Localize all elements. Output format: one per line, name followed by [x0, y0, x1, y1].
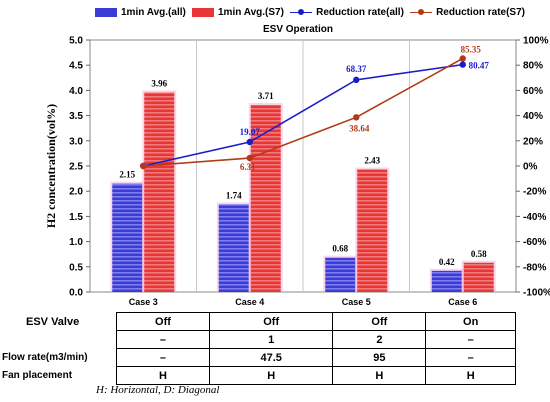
legend-swatch-line-all: [290, 8, 313, 17]
table-cell: 2: [332, 330, 427, 349]
series-line: [143, 57, 464, 167]
bar: [144, 92, 175, 292]
legend-swatch-bar-all: [95, 7, 117, 17]
legend-swatch-line-s7: [410, 8, 433, 17]
y-tick-label: 3.0: [69, 136, 83, 147]
legend-label-line-all: Reduction rate(all): [316, 6, 404, 18]
bar-value-label: 2.15: [119, 170, 135, 180]
y-tick-label: 1.5: [69, 212, 83, 223]
table-cell: On: [425, 312, 516, 331]
table-cell: –: [116, 348, 210, 367]
y-tick-label: 4.5: [69, 61, 83, 72]
bar-value-label: 0.42: [439, 257, 455, 267]
row-header: [0, 331, 117, 349]
y-tick-label: 5.0: [69, 36, 83, 47]
line-point: [246, 154, 253, 162]
table-cell: Off: [332, 312, 427, 331]
bar: [112, 183, 143, 292]
table-row: Flow rate(m3/min) – 47.5 95 –: [0, 348, 516, 367]
bar-value-label: 1.74: [226, 190, 242, 200]
y2-tick-label: -80%: [523, 262, 546, 273]
y-tick-label: 0.5: [69, 262, 83, 273]
row-header: ESV Valve: [26, 315, 80, 328]
bar-value-label: 3.71: [258, 91, 274, 101]
line-point: [459, 61, 466, 68]
legend-label-bar-all: 1min Avg.(all): [121, 6, 186, 18]
table-cell: –: [425, 348, 516, 367]
y2-tick-label: 60%: [523, 86, 543, 97]
legend-label-line-s7: Reduction rate(S7): [436, 6, 525, 18]
table-cell: Off: [208, 312, 334, 331]
table-cell: –: [425, 330, 516, 349]
conditions-table: ESV Valve Off Off Off On – 1 2 – Flow ra…: [0, 312, 516, 385]
y-tick-label: 2.5: [69, 162, 83, 173]
x-tick-label: Case 3: [129, 297, 158, 307]
y2-tick-label: -60%: [523, 237, 546, 248]
chart-legend: 1min Avg.(all) 1min Avg.(S7) Reduction r…: [95, 5, 525, 19]
chart-title: ESV Operation: [262, 24, 333, 35]
bar: [463, 262, 494, 292]
y2-tick-label: -40%: [523, 212, 546, 223]
table-cell: –: [116, 330, 210, 349]
table-cell: Off: [116, 312, 210, 331]
y2-tick-label: -20%: [523, 187, 546, 198]
bar: [431, 270, 462, 292]
line-value-label: 19.07: [240, 127, 261, 137]
table-cell: H: [425, 366, 516, 385]
bar: [250, 105, 281, 293]
table-row: Fan placement H H H H: [0, 366, 516, 385]
y-axis-label: H2 concentration(vol%): [44, 104, 58, 228]
x-tick-label: Case 6: [448, 297, 477, 307]
footnote: H: Horizontal, D: Diagonal: [96, 384, 220, 396]
bar: [218, 204, 249, 292]
x-tick-label: Case 4: [235, 297, 264, 307]
table-cell: 95: [332, 348, 427, 367]
y-tick-label: 1.0: [69, 237, 83, 248]
y-tick-label: 0.0: [69, 288, 83, 299]
row-header: Flow rate(m3/min): [2, 352, 88, 363]
legend-label-bar-s7: 1min Avg.(S7): [218, 6, 284, 18]
y2-tick-label: -100%: [523, 288, 550, 299]
y-tick-label: 4.0: [69, 86, 83, 97]
line-value-label: 80.47: [469, 61, 490, 71]
table-row: – 1 2 –: [0, 330, 516, 349]
y2-tick-label: 100%: [523, 36, 549, 47]
line-point: [246, 138, 253, 146]
line-value-label: 68.37: [346, 64, 367, 74]
legend-swatch-bar-s7: [192, 7, 214, 17]
line-point: [140, 162, 147, 170]
line-value-label: 6.31: [240, 162, 256, 172]
y2-tick-label: 0%: [523, 162, 538, 173]
bar: [325, 257, 356, 292]
bar: [357, 169, 388, 292]
bar-value-label: 0.68: [332, 244, 348, 254]
series-line: [143, 63, 463, 167]
x-tick-label: Case 5: [342, 297, 371, 307]
legend-item-bar-s7: 1min Avg.(S7): [192, 7, 284, 18]
table-cell: 47.5: [208, 348, 334, 367]
line-point: [353, 114, 360, 121]
line-point: [353, 76, 360, 84]
table-cell: H: [116, 366, 210, 385]
bar-value-label: 0.58: [471, 249, 487, 259]
legend-item-bar-all: 1min Avg.(all): [95, 7, 186, 18]
line-value-label: 38.64: [349, 123, 370, 133]
legend-item-line-s7: Reduction rate(S7): [410, 7, 525, 18]
y-tick-label: 3.5: [69, 111, 83, 122]
bar-value-label: 2.43: [364, 156, 380, 166]
line-value-label: 85.35: [461, 44, 482, 54]
y2-tick-label: 40%: [523, 111, 543, 122]
chart-area: 0.0 0.5 1.0 1.5 2.0 2.5 3.0 3.5 4.0 4.5 5.0 -100% -8…: [44, 36, 550, 308]
table-cell: H: [208, 366, 334, 385]
table-row: ESV Valve Off Off Off On: [0, 312, 516, 331]
table-cell: 1: [208, 330, 334, 349]
legend-item-line-all: Reduction rate(all): [290, 7, 404, 18]
table-cell: H: [332, 366, 427, 385]
y2-tick-label: 80%: [523, 61, 543, 72]
y2-tick-label: 20%: [523, 136, 543, 147]
line-point: [459, 55, 466, 62]
row-header: Fan placement: [2, 370, 73, 381]
bar-value-label: 3.96: [151, 78, 167, 88]
y-tick-label: 2.0: [69, 187, 83, 198]
